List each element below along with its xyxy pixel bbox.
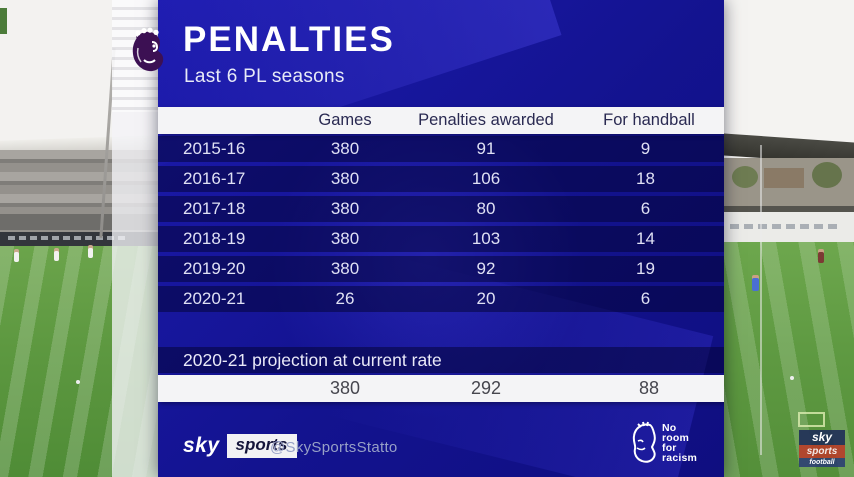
watermark-sports-label: sports [799,445,845,458]
season-label: 2017-18 [183,199,246,218]
sky-sports-football-watermark: sky sports football [799,430,845,467]
season-label: 2018-19 [183,229,246,248]
ad-banner-text [730,224,842,229]
player-figure [818,252,824,263]
nrfr-text: No room for racism [662,422,698,464]
handball-value: 9 [640,139,651,158]
nrfr-line: No [662,422,677,434]
table-row: 2020-21 26 20 6 [158,286,724,312]
sky-sports-logo: sky sports [183,434,297,458]
games-value: 380 [330,199,360,218]
handball-value: 6 [640,289,651,308]
handball-value: 19 [636,259,655,278]
house [764,168,804,188]
frosted-edge-strip [112,0,158,477]
season-label: 2020-21 [183,289,246,308]
games-value: 26 [335,289,355,308]
projection-penalties: 292 [470,378,502,398]
player-figure [752,278,759,291]
penalties-value: 103 [471,229,501,248]
sports-logo-box: sports [226,434,297,458]
watermark-football-label: football [799,458,845,467]
table-header-row: Games Penalties awarded For handball [158,107,724,134]
games-value: 380 [330,169,360,188]
projection-values-row: 380 292 88 [158,375,724,402]
projection-handball: 88 [638,378,660,398]
table-row: 2019-20 380 92 19 [158,256,724,282]
page-subtitle: Last 6 PL seasons [184,66,345,87]
season-label: 2019-20 [183,259,246,278]
page-title: PENALTIES [183,20,395,59]
table-row: 2015-16 380 91 9 [158,136,724,162]
handball-value: 18 [636,169,655,188]
stats-panel: PENALTIES Last 6 PL seasons Games Penalt… [158,0,724,477]
column-header-penalties: Penalties awarded [418,111,554,129]
twitter-handle: @SkySportsStatto [270,439,398,456]
player-figure [14,252,19,262]
nrfr-line: for [662,442,677,454]
table-row: 2017-18 380 80 6 [158,196,724,222]
games-value: 380 [330,229,360,248]
ball-dot [790,376,794,380]
sky-logo-text: sky [183,434,220,457]
ball-dot [76,380,80,384]
stand-edge [724,206,854,212]
projection-games: 380 [329,378,361,398]
games-value: 380 [330,139,360,158]
tree [732,166,758,188]
penalties-value: 80 [476,199,496,218]
nrfr-line: racism [662,452,698,464]
camera-indicator-rect [798,412,825,427]
ad-banner-text [8,236,128,240]
penalties-value: 20 [476,289,496,308]
nrfr-line: room [662,432,690,444]
handball-value: 6 [640,199,651,218]
penalties-value: 92 [476,259,496,278]
premier-league-logo-icon [132,27,164,72]
season-label: 2016-17 [183,169,246,188]
season-label: 2015-16 [183,139,246,158]
tree [812,162,842,188]
no-room-for-racism-logo: No room for racism [626,419,716,467]
penalties-value: 91 [476,139,496,158]
column-header-handball: For handball [603,111,695,129]
player-figure [54,251,59,261]
table-body: 2015-16 380 91 9 2016-17 380 106 18 2017… [158,136,724,316]
watermark-sky-label: sky [799,430,845,445]
table-row: 2016-17 380 106 18 [158,166,724,192]
column-header-games: Games [318,111,372,129]
no-room-for-racism-icon [632,421,656,463]
stadium-photo-right [724,0,854,477]
games-value: 380 [330,259,360,278]
projection-label: 2020-21 projection at current rate [183,349,442,370]
projection-label-row: 2020-21 projection at current rate [158,347,724,373]
pitch-sliver [0,8,7,34]
penalties-value: 106 [471,169,501,188]
table-row: 2018-19 380 103 14 [158,226,724,252]
player-figure [88,248,93,258]
handball-value: 14 [636,229,655,248]
goal-pole [760,145,762,455]
